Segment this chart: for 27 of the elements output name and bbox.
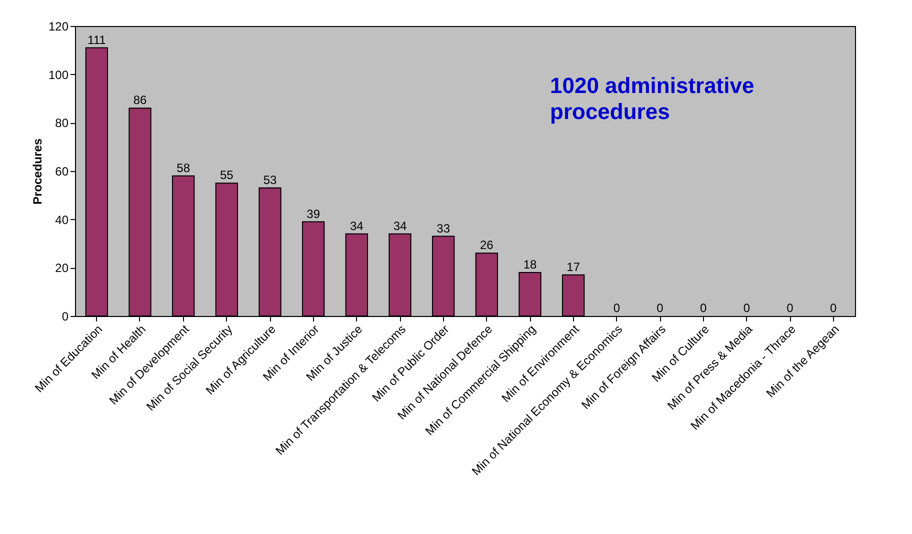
- data-label: 0: [743, 301, 750, 315]
- y-tick-label: 80: [55, 116, 69, 130]
- y-tick-label: 40: [55, 212, 69, 227]
- data-label: 34: [393, 218, 407, 233]
- data-label: 33: [436, 221, 450, 236]
- data-label: 0: [656, 301, 664, 315]
- data-label: 18: [523, 258, 537, 272]
- y-axis-title: Procedures: [30, 138, 44, 205]
- data-label: 0: [830, 301, 837, 315]
- annotation: 1020 administrative procedures: [550, 73, 754, 124]
- y-tick-label: 0: [62, 310, 69, 324]
- y-tick-label: 60: [55, 164, 69, 178]
- data-label: 0: [613, 301, 620, 315]
- data-label: 58: [176, 160, 190, 175]
- data-label: 111: [88, 32, 106, 47]
- data-label: 86: [133, 93, 147, 108]
- data-label: 39: [306, 206, 320, 221]
- data-label: 55: [220, 168, 234, 182]
- y-tick-label: 20: [55, 261, 69, 276]
- data-label: 53: [263, 172, 277, 187]
- y-tick-label: 100: [48, 68, 69, 82]
- y-tick-label: 120: [48, 20, 69, 34]
- data-label: 0: [786, 301, 794, 315]
- data-label: 0: [700, 301, 707, 315]
- data-label: 26: [480, 238, 494, 252]
- data-label: 17: [566, 260, 580, 274]
- data-label: 34: [350, 218, 364, 233]
